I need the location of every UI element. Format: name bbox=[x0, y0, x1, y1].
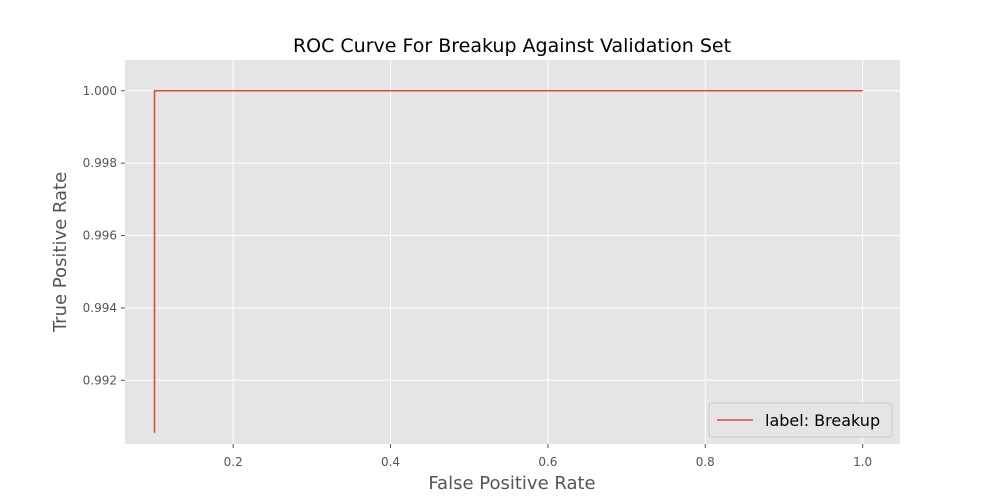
plot-area bbox=[125, 60, 900, 444]
legend-label: label: Breakup bbox=[765, 411, 880, 430]
roc-curve-line bbox=[153, 89, 863, 433]
y-axis-ticks: 0.992 0.994 0.996 0.998 1.000 bbox=[83, 84, 125, 387]
x-tick-label: 0.8 bbox=[696, 455, 715, 469]
series-lines bbox=[153, 89, 863, 433]
x-tick-label: 0.6 bbox=[538, 455, 557, 469]
x-tick-label: 0.4 bbox=[381, 455, 400, 469]
y-tick-label: 0.996 bbox=[83, 229, 117, 243]
y-tick-label: 0.998 bbox=[83, 156, 117, 170]
x-tick-label: 1.0 bbox=[853, 455, 872, 469]
y-tick-label: 0.994 bbox=[83, 301, 117, 315]
legend: label: Breakup bbox=[708, 402, 893, 438]
y-tick-label: 0.992 bbox=[83, 373, 117, 387]
legend-box bbox=[708, 402, 893, 438]
y-axis-label: True Positive Rate bbox=[50, 172, 71, 333]
x-axis-ticks: 0.2 0.4 0.6 0.8 1.0 bbox=[224, 444, 872, 469]
y-tick-label: 1.000 bbox=[83, 84, 117, 98]
x-tick-label: 0.2 bbox=[224, 455, 243, 469]
x-axis-label: False Positive Rate bbox=[428, 473, 595, 494]
chart-title: ROC Curve For Breakup Against Validation… bbox=[293, 35, 731, 57]
